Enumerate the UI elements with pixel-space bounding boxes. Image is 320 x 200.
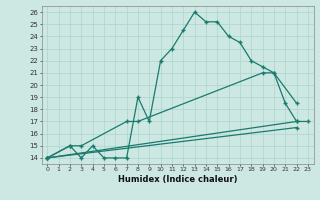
X-axis label: Humidex (Indice chaleur): Humidex (Indice chaleur) bbox=[118, 175, 237, 184]
